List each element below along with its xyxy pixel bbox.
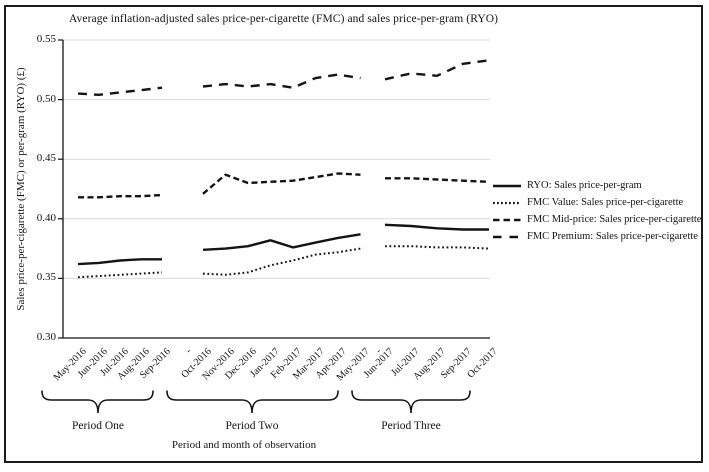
legend-line-sample-fmc-mid-price bbox=[493, 218, 521, 221]
legend-item-ryo: RYO: Sales price-per-gram bbox=[493, 177, 701, 194]
period-brace-period-one bbox=[41, 390, 154, 414]
series-line-fmc-value bbox=[202, 247, 361, 276]
series-line-ryo bbox=[384, 223, 489, 231]
legend-label: FMC Mid-price: Sales price-per-cigarette bbox=[527, 214, 702, 225]
period-brace-period-three bbox=[351, 390, 471, 414]
series-line-ryo bbox=[77, 258, 162, 266]
series-line-fmc-value bbox=[77, 271, 163, 279]
y-tick-label: 0.40 bbox=[36, 211, 56, 224]
period-label-period-one: Period One bbox=[71, 420, 125, 432]
y-axis-label: Sales price-per-cigarette (FMC) or per-g… bbox=[15, 67, 27, 311]
y-tick-label: 0.45 bbox=[36, 152, 56, 165]
legend-line-sample-fmc-premium bbox=[493, 235, 521, 238]
legend-label: FMC Value: Sales price-per-cigarette bbox=[527, 197, 684, 208]
legend: RYO: Sales price-per-gram FMC Value: Sale… bbox=[493, 177, 701, 245]
legend-item-fmc-premium: FMC Premium: Sales price-per-cigarette bbox=[493, 228, 701, 245]
y-tick-label: 0.30 bbox=[36, 331, 56, 343]
series-line-fmc-premium bbox=[202, 73, 361, 89]
y-tick-label: 0.55 bbox=[36, 33, 56, 45]
legend-label: RYO: Sales price-per-gram bbox=[527, 180, 642, 191]
legend-label: FMC Premium: Sales price-per-cigarette bbox=[527, 231, 698, 242]
y-tick-label: 0.35 bbox=[36, 271, 56, 284]
series-line-fmc-value bbox=[385, 245, 490, 250]
series-line-fmc-mid-price bbox=[385, 177, 490, 183]
chart-title: Average inflation-adjusted sales price-p… bbox=[69, 13, 499, 25]
series-line-fmc-premium bbox=[384, 59, 490, 81]
x-axis-title: Period and month of observation bbox=[171, 439, 317, 451]
series-line-ryo bbox=[202, 233, 361, 251]
y-tick-label: 0.50 bbox=[36, 92, 56, 105]
series-line-fmc-mid-price bbox=[78, 193, 163, 199]
legend-item-fmc-mid-price: FMC Mid-price: Sales price-per-cigarette bbox=[493, 211, 701, 228]
period-brace-period-two bbox=[166, 390, 339, 414]
series-line-fmc-premium bbox=[77, 86, 163, 97]
period-label-period-two: Period Two bbox=[225, 420, 279, 432]
figure-border bbox=[4, 5, 703, 463]
period-label-period-three: Period Three bbox=[381, 420, 441, 432]
series-line-fmc-mid-price bbox=[202, 172, 361, 195]
legend-line-sample-fmc-value bbox=[493, 201, 521, 204]
legend-item-fmc-value: FMC Value: Sales price-per-cigarette bbox=[493, 194, 701, 211]
legend-line-sample-ryo bbox=[493, 184, 521, 187]
